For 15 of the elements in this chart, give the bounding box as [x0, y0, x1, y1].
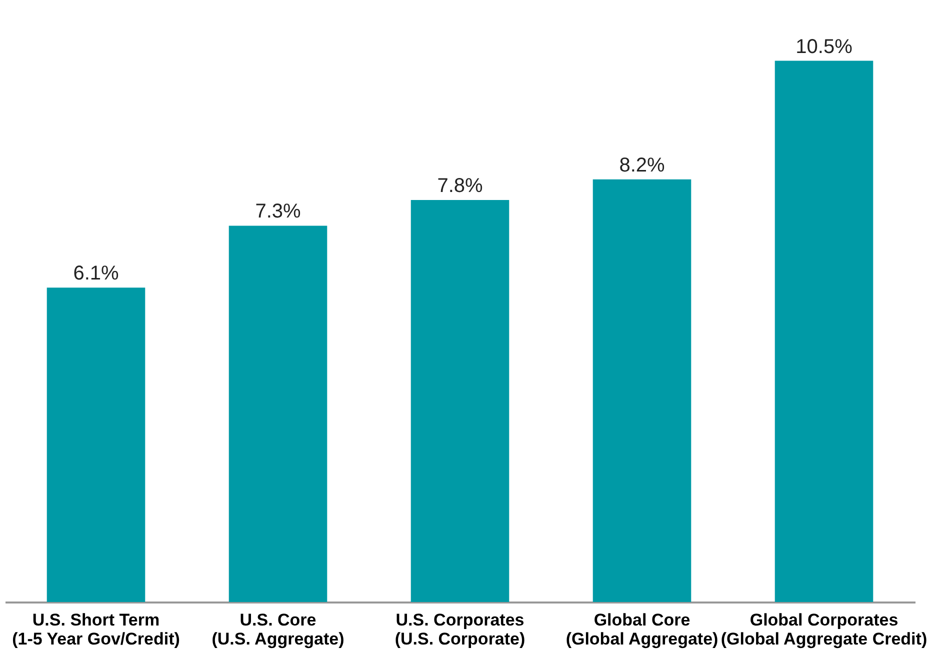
data-label: 7.8%	[437, 174, 484, 197]
data-label: 7.3%	[255, 200, 302, 223]
x-tick-label: U.S. Short Term (1-5 Year Gov/Credit)	[12, 610, 180, 648]
x-tick-label: Global Corporates (Global Aggregate Credit)	[720, 610, 928, 648]
bar	[410, 200, 510, 602]
bar	[774, 60, 874, 602]
x-tick-label: Global Core (Global Aggregate)	[566, 610, 718, 648]
bar	[592, 179, 692, 602]
bar	[46, 288, 146, 602]
x-tick-label: U.S. Corporates (U.S. Corporate)	[394, 610, 526, 648]
data-label: 8.2%	[619, 154, 666, 176]
x-tick-label: U.S. Core (U.S. Aggregate)	[212, 610, 344, 648]
data-label: 10.5%	[796, 36, 853, 58]
data-label: 6.1%	[73, 262, 120, 285]
bar	[228, 226, 328, 602]
